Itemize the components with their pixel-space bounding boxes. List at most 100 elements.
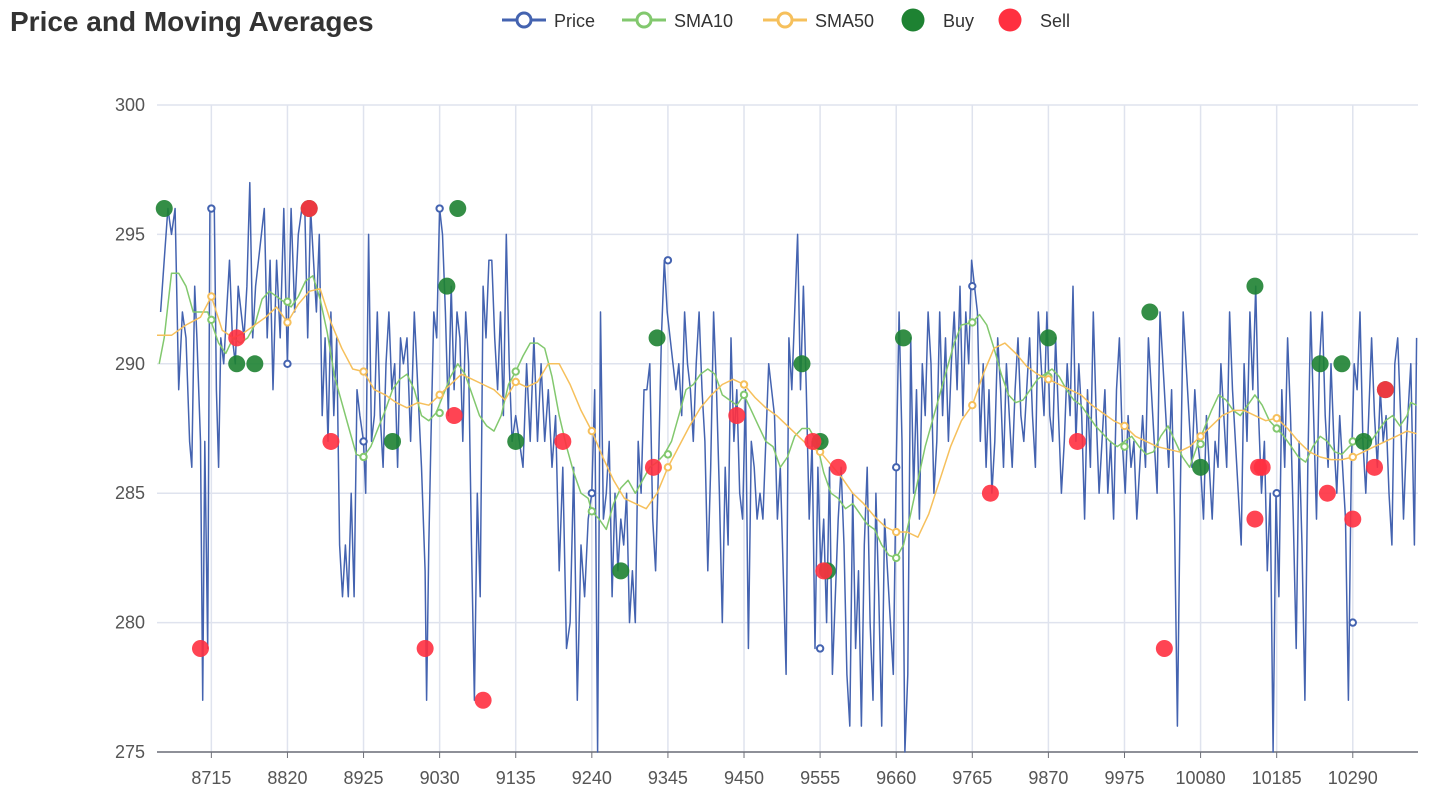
sma50-point-13[interactable] xyxy=(1196,432,1205,441)
y-tick-label-275: 275 xyxy=(115,742,145,762)
x-tick-label-8925: 8925 xyxy=(344,768,384,788)
buy-signal-2[interactable] xyxy=(246,355,264,373)
sell-signal-18[interactable] xyxy=(1253,458,1271,476)
sma10-point-9[interactable] xyxy=(892,553,901,563)
sell-signal-2[interactable] xyxy=(300,200,318,218)
sma10-point-5[interactable] xyxy=(587,507,597,516)
price-point-9[interactable] xyxy=(1272,489,1281,498)
x-tick-label-9450: 9450 xyxy=(724,768,764,788)
sell-signal-19[interactable] xyxy=(1318,484,1336,502)
price-point-5[interactable] xyxy=(663,256,673,265)
sma10-point-14[interactable] xyxy=(1272,424,1281,433)
legend-item-sell[interactable]: Sell xyxy=(998,8,1071,32)
buy-signal-8[interactable] xyxy=(612,562,630,580)
sell-signal-10[interactable] xyxy=(804,432,822,450)
buy-signal-18[interactable] xyxy=(1311,355,1329,373)
price-point-1[interactable] xyxy=(283,359,292,368)
sma50-point-3[interactable] xyxy=(435,390,444,400)
y-tick-label-290: 290 xyxy=(115,354,145,374)
sell-signal-22[interactable] xyxy=(1376,381,1394,399)
x-tick-label-10185: 10185 xyxy=(1252,768,1302,788)
sma50-point-11[interactable] xyxy=(1044,375,1053,384)
buy-signal-20[interactable] xyxy=(1355,432,1373,450)
buy-signal-16[interactable] xyxy=(1192,458,1210,476)
sma50-point-2[interactable] xyxy=(359,367,368,376)
x-tick-label-9975: 9975 xyxy=(1104,768,1144,788)
sma10-point-2[interactable] xyxy=(359,452,368,462)
sell-signal-1[interactable] xyxy=(228,329,246,347)
sma10-point-6[interactable] xyxy=(663,450,673,459)
buy-signal-17[interactable] xyxy=(1246,277,1264,295)
sell-signal-12[interactable] xyxy=(829,458,847,476)
sell-signal-4[interactable] xyxy=(416,639,434,657)
sell-signal-11[interactable] xyxy=(815,562,833,580)
y-tick-label-280: 280 xyxy=(115,613,145,633)
price-point-3[interactable] xyxy=(435,204,444,213)
sell-signal-0[interactable] xyxy=(191,639,209,657)
legend-label-sell: Sell xyxy=(1040,11,1070,31)
buy-signal-5[interactable] xyxy=(438,277,456,295)
sma50-point-10[interactable] xyxy=(968,401,977,410)
sell-signal-3[interactable] xyxy=(322,432,340,450)
sma10-point-0[interactable] xyxy=(207,315,216,325)
price-point-8[interactable] xyxy=(968,281,977,291)
sell-signal-7[interactable] xyxy=(554,432,572,450)
sma10-point-7[interactable] xyxy=(739,390,749,400)
sell-signal-20[interactable] xyxy=(1344,510,1362,528)
buy-signal-19[interactable] xyxy=(1333,355,1351,373)
legend-item-buy[interactable]: Buy xyxy=(901,8,975,32)
sell-signal-15[interactable] xyxy=(1155,639,1173,657)
x-tick-label-9345: 9345 xyxy=(648,768,688,788)
sell-signal-21[interactable] xyxy=(1366,458,1384,476)
sma10-point-4[interactable] xyxy=(511,367,520,376)
sma50-point-9[interactable] xyxy=(892,527,901,537)
buy-signal-1[interactable] xyxy=(228,355,246,373)
price-point-0[interactable] xyxy=(207,204,216,213)
sell-signal-13[interactable] xyxy=(981,484,999,502)
series-sma10 xyxy=(158,272,1417,563)
sma10-point-10[interactable] xyxy=(968,318,977,327)
legend-item-sma10[interactable]: SMA10 xyxy=(622,11,733,31)
buy-signal-15[interactable] xyxy=(1141,303,1159,321)
legend-swatch-marker-sma10 xyxy=(635,11,653,29)
sma50-point-4[interactable] xyxy=(511,377,520,387)
buy-signal-9[interactable] xyxy=(648,329,666,347)
sell-signal-5[interactable] xyxy=(445,407,463,425)
chart-title: Price and Moving Averages xyxy=(10,6,374,37)
legend-item-sma50[interactable]: SMA50 xyxy=(763,11,874,31)
legend-item-price[interactable]: Price xyxy=(502,11,595,31)
price-point-4[interactable] xyxy=(587,489,597,498)
chart-legend[interactable]: Price SMA10 SMA50 Buy Sell xyxy=(502,8,1071,32)
sell-signal-6[interactable] xyxy=(474,691,492,709)
sell-signal-14[interactable] xyxy=(1068,432,1086,450)
sma50-point-1[interactable] xyxy=(283,318,292,327)
sma50-point-15[interactable] xyxy=(1348,452,1357,462)
buy-signal-4[interactable] xyxy=(384,432,402,450)
sma50-point-12[interactable] xyxy=(1120,421,1129,431)
x-tick-label-9870: 9870 xyxy=(1028,768,1068,788)
sell-signal-8[interactable] xyxy=(644,458,662,476)
buy-signal-13[interactable] xyxy=(894,329,912,347)
sma50-point-6[interactable] xyxy=(663,463,673,472)
price-point-7[interactable] xyxy=(892,463,901,472)
x-tick-label-8715: 8715 xyxy=(191,768,231,788)
sma10-point-1[interactable] xyxy=(283,297,292,306)
buy-signal-10[interactable] xyxy=(793,355,811,373)
buy-signal-6[interactable] xyxy=(449,200,467,218)
sma50-point-0[interactable] xyxy=(207,292,216,301)
sma50-point-14[interactable] xyxy=(1272,413,1281,423)
sma10-point-12[interactable] xyxy=(1120,442,1129,451)
price-point-2[interactable] xyxy=(359,437,368,446)
sma50-point-5[interactable] xyxy=(587,426,597,436)
sma10-point-15[interactable] xyxy=(1348,437,1357,446)
sell-signal-16[interactable] xyxy=(1246,510,1264,528)
buy-signal-14[interactable] xyxy=(1039,329,1057,347)
sma10-point-3[interactable] xyxy=(435,408,444,418)
sma10-point-13[interactable] xyxy=(1196,439,1205,449)
price-point-10[interactable] xyxy=(1348,618,1357,627)
buy-signal-0[interactable] xyxy=(155,200,173,218)
buy-signal-7[interactable] xyxy=(507,432,525,450)
price-point-6[interactable] xyxy=(815,644,825,653)
sell-signal-9[interactable] xyxy=(728,407,746,425)
sma50-point-7[interactable] xyxy=(739,380,749,389)
